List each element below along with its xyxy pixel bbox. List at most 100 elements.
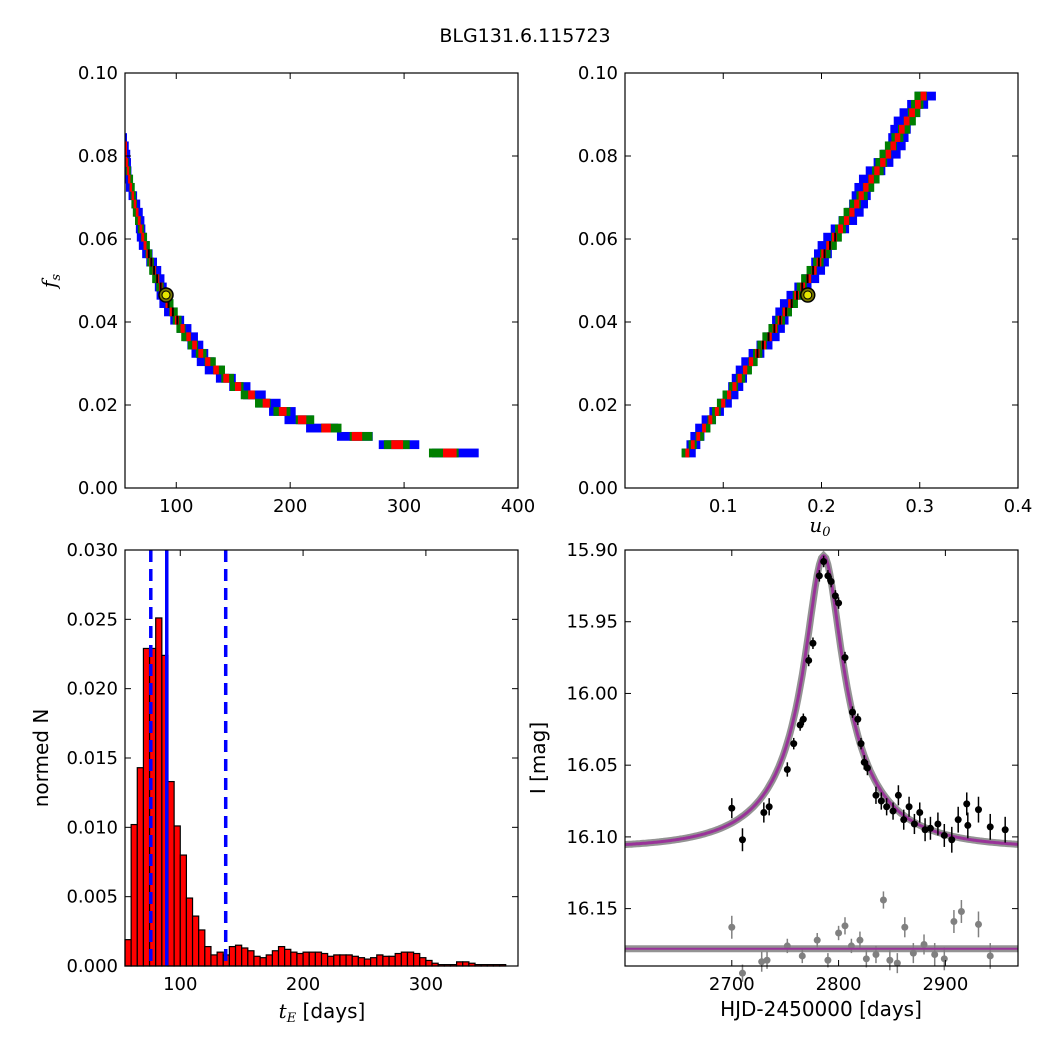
fs-vs-u0-cell-black (806, 274, 809, 284)
light-curve-frame (624, 549, 1019, 967)
tE-histogram-ytick-label: 0.010 (66, 817, 118, 838)
histogram-bar (185, 897, 194, 967)
fs-vs-u0-ytick-label: 0.00 (578, 478, 618, 499)
residual-point (974, 920, 982, 928)
fs-vs-u0-ytick-label: 0.10 (578, 63, 618, 84)
fs-vs-tE-cell-black (167, 299, 170, 308)
histogram-bar (265, 954, 273, 967)
data-point (831, 592, 839, 600)
light-curve-xlabel: HJD-2450000 [days] (720, 997, 922, 1021)
fs-vs-u0-xtick-label: 0.2 (807, 496, 836, 517)
fs-vs-tE-cell-red (186, 332, 191, 342)
residual-point (950, 918, 958, 926)
histogram-bar (320, 952, 329, 967)
fs-vs-tE-cell-red (248, 390, 255, 400)
residual-point (940, 955, 948, 963)
fs-vs-tE-cell-green (127, 174, 134, 184)
light-curve-xtick-label: 2900 (922, 974, 968, 995)
fs-vs-u0-cell-black (785, 307, 788, 317)
baseline-band (624, 550, 1019, 849)
fs-vs-tE-cell-red (278, 407, 287, 416)
residual-point (824, 956, 832, 964)
histogram-bar (363, 958, 372, 967)
fs-vs-tE-cell-black (147, 249, 150, 259)
histogram-bar (462, 961, 470, 967)
data-point (796, 721, 804, 729)
fs-vs-tE-cell-red (141, 232, 145, 242)
histogram-bar (388, 955, 396, 967)
fs-vs-tE-ytick-label: 0.00 (78, 478, 118, 499)
fs-vs-tE-cell-red (137, 216, 141, 225)
data-point (1001, 826, 1009, 834)
fs-vs-u0-xtick-label: 0.3 (905, 496, 934, 517)
fs-vs-u0-cell-black (779, 315, 782, 325)
fs-vs-tE-cell-red (235, 382, 242, 391)
data-point (805, 656, 813, 664)
fs-vs-u0-cell-red (854, 199, 860, 209)
fs-vs-tE-frame (124, 72, 519, 489)
fs-vs-tE-cell-black (153, 265, 156, 275)
fs-vs-tE-cell-red (169, 307, 174, 317)
data-point (854, 715, 862, 723)
histogram-bar (413, 952, 421, 967)
tE-histogram-ylabel: normed N (29, 709, 53, 808)
fs-vs-tE-cell-red (192, 340, 197, 350)
fs-vs-u0-cell-red (702, 423, 707, 433)
fs-vs-tE-xtick-label: 300 (387, 496, 421, 517)
fs-vs-tE-cell-black (171, 307, 174, 317)
light-curve-plot-area (624, 549, 1019, 982)
histogram-bar (179, 854, 188, 967)
tE-histogram-ytick-label: 0.020 (66, 679, 118, 700)
fs-vs-tE-cell-red (125, 158, 128, 167)
fs-vs-tE-ytick-label: 0.08 (78, 146, 118, 167)
residual-point (738, 969, 746, 977)
light-curve-ytick-label: 15.90 (566, 540, 618, 561)
fs-vs-tE-ytick-label: 0.10 (78, 63, 118, 84)
data-point (863, 764, 871, 772)
residual-point (847, 942, 855, 950)
data-point (883, 803, 891, 811)
fs-vs-u0-cell-green (762, 332, 772, 342)
residual-point (901, 923, 909, 931)
histogram-bar (296, 952, 304, 967)
fs-vs-u0-cell-red (903, 116, 910, 126)
histogram-bar (406, 951, 415, 967)
histogram-bar (271, 950, 280, 967)
fs-vs-u0-cell-red (826, 241, 832, 250)
residual-point (783, 942, 791, 950)
fs-vs-tE-cell-red (126, 166, 130, 176)
fs-vs-u0-cell-red (838, 224, 844, 234)
fs-vs-tE-cell-red (321, 423, 331, 433)
fs-vs-u0-cell-red (806, 274, 812, 284)
fs-vs-tE-cell-blue (125, 133, 127, 142)
data-point (934, 820, 942, 828)
fs-vs-u0-ytick-label: 0.02 (578, 395, 618, 416)
fs-vs-tE-cell-red (128, 174, 131, 184)
residual-point (763, 956, 771, 964)
fs-vs-tE-cell-green (143, 241, 150, 250)
fs-vs-tE-cell-red (180, 324, 185, 333)
fs-vs-u0-cell-green (702, 423, 711, 433)
fs-vs-u0-cell-green (843, 207, 855, 217)
histogram-bar (191, 915, 200, 967)
fs-vs-tE-cell-red (205, 357, 211, 367)
fs-vs-tE-cell-red (297, 415, 307, 425)
fs-vs-tE-cell-red (351, 431, 363, 441)
fs-vs-tE-ytick-label: 0.06 (78, 229, 118, 250)
fs-vs-u0-cell-red (782, 307, 788, 317)
data-point (964, 821, 972, 829)
fs-vs-u0-ytick-label: 0.04 (578, 312, 618, 333)
histogram-bar (339, 954, 347, 967)
histogram-bar (376, 954, 384, 967)
data-point (728, 804, 736, 812)
histogram-bar (394, 952, 402, 967)
figure-title: BLG131.6.115723 (439, 25, 610, 47)
fs-vs-u0-cell-green (903, 116, 916, 126)
fs-vs-tE-xtick-label: 400 (501, 496, 535, 517)
data-point (921, 826, 929, 834)
data-point (954, 816, 962, 824)
fs-vs-u0-cell-red (696, 431, 701, 441)
residual-point (728, 923, 736, 931)
tE-histogram-xtick-label: 100 (163, 974, 197, 995)
